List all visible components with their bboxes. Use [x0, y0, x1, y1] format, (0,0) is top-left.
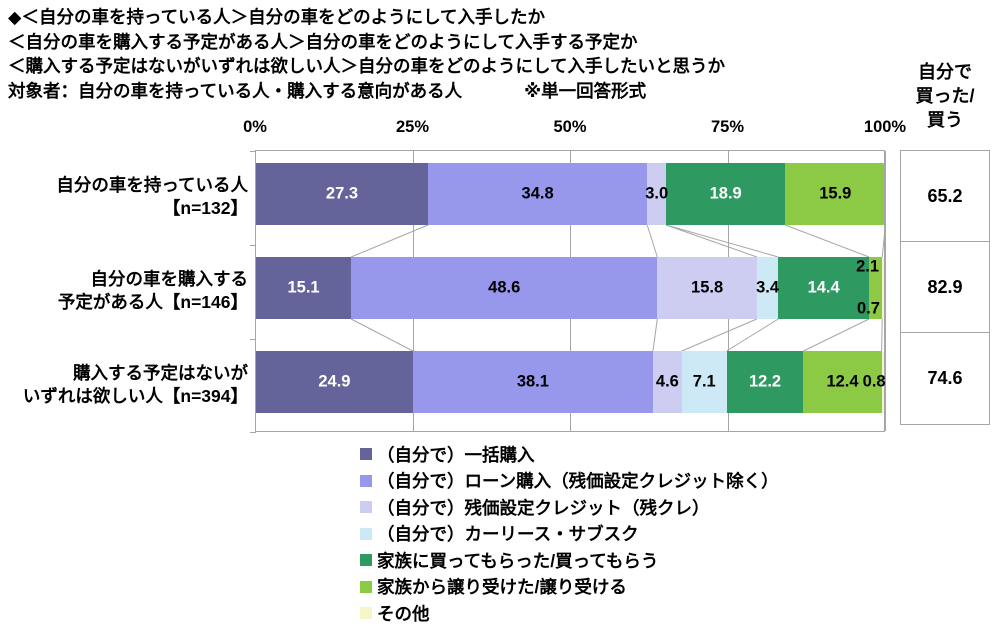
- legend-swatch-icon: [360, 501, 372, 514]
- row-label-line: 【n=132】: [162, 198, 248, 218]
- legend-swatch-icon: [360, 607, 372, 620]
- legend-item-car-lease: （自分で）カーリース・サブスク: [360, 521, 779, 548]
- self-bought-header-line-3: 買う: [927, 110, 963, 130]
- x-axis-tick-50: 50%: [553, 118, 587, 136]
- segment-value-label: 38.1: [516, 372, 549, 391]
- bar-segment: [351, 257, 658, 319]
- legend-item-lump-sum: （自分で）一括購入: [360, 441, 779, 468]
- row-label-line: 購入する予定はないが: [73, 363, 248, 383]
- title-line-3: ＜購入する予定はないがいずれは欲しい人＞自分の車をどのようにして入手したいと思う…: [8, 56, 725, 77]
- legend-label: （自分で）残価設定クレジット（残クレ）: [377, 497, 710, 518]
- bar-segment: [657, 257, 757, 319]
- legend-label: 家族から譲り受けた/譲り受ける: [377, 577, 627, 598]
- self-bought-header-line-1: 自分で: [918, 62, 972, 82]
- legend-item-family-bought: 家族に買ってもらった/買ってもらう: [360, 547, 779, 574]
- target-line: 対象者：自分の車を持っている人・購入する意向がある人 ※単一回答形式: [8, 79, 888, 104]
- legend-swatch-icon: [360, 474, 372, 487]
- row-label-own-car: 自分の車を持っている人 【n=132】: [0, 174, 248, 220]
- legend-item-family-handed-down: 家族から譲り受けた/譲り受ける: [360, 574, 779, 601]
- answer-format-note: ※単一回答形式: [524, 80, 647, 101]
- segment-value-label: 24.9: [318, 372, 351, 391]
- chart-header: ◆＜自分の車を持っている人＞自分の車をどのようにして入手したか ＜自分の車を購入…: [8, 5, 888, 103]
- legend-item-residual-credit: （自分で）残価設定クレジット（残クレ）: [360, 494, 779, 521]
- bar-segment: [666, 163, 786, 225]
- bar-segment: [778, 257, 869, 319]
- legend-label: （自分で）カーリース・サブスク: [377, 524, 639, 545]
- self-bought-column-header: 自分で 買った/ 買う: [898, 60, 992, 132]
- bar-segment: [785, 163, 884, 225]
- segment-value-label: 4.6: [655, 372, 679, 391]
- bar-segment: [652, 351, 682, 413]
- legend-item-loan: （自分で）ローン購入（残価設定クレジット除く）: [360, 468, 779, 495]
- legend-label: （自分で）一括購入: [377, 444, 535, 465]
- bar-segment: [868, 257, 883, 319]
- row-label-line: 予定がある人【n=146】: [57, 292, 248, 312]
- bar-segment: [882, 257, 884, 319]
- x-axis-tick-75: 75%: [710, 118, 745, 136]
- segment-value-label: 15.1: [287, 278, 320, 297]
- target-text: 対象者：自分の車を持っている人・購入する意向がある人: [8, 80, 463, 101]
- bar-segment: [412, 351, 653, 413]
- legend-label: 家族に買ってもらった/買ってもらう: [377, 550, 659, 571]
- category-tick: [250, 151, 256, 152]
- x-axis-tick-0: 0%: [243, 118, 267, 136]
- bar-segment: [256, 163, 428, 225]
- segment-value-label: 2.1: [856, 257, 880, 276]
- segment-value-label: 3.4: [756, 278, 780, 297]
- segment-value-label: 0.8: [862, 372, 886, 391]
- legend: （自分で）一括購入 （自分で）ローン購入（残価設定クレジット除く） （自分で）残…: [360, 441, 779, 627]
- self-bought-value-row2: 82.9: [901, 242, 989, 333]
- legend-swatch-icon: [360, 580, 372, 593]
- bar-segment: [756, 257, 779, 319]
- x-axis-tick-100: 100%: [863, 118, 907, 136]
- segment-value-label: 15.8: [691, 278, 724, 297]
- bar-segment: [881, 351, 884, 413]
- title-line-1: ◆＜自分の車を持っている人＞自分の車をどのようにして入手したか: [8, 7, 546, 27]
- segment-value-label: 15.9: [819, 184, 852, 203]
- stacked-bar-row-1: [256, 163, 884, 225]
- self-bought-table: 65.2 82.9 74.6: [900, 150, 990, 425]
- segment-value-label: 3.0: [645, 184, 669, 203]
- row-label-plan-to-buy: 自分の車を購入する 予定がある人【n=146】: [0, 268, 248, 314]
- bar-segment: [256, 257, 352, 319]
- segment-value-label: 14.4: [807, 278, 840, 297]
- category-tick: [250, 245, 256, 246]
- legend-swatch-icon: [360, 448, 372, 461]
- bar-segment: [427, 163, 648, 225]
- bar-segment: [681, 351, 727, 413]
- row-label-want-someday: 購入する予定はないが いずれは欲しい人【n=394】: [0, 362, 248, 408]
- segment-value-label: 27.3: [325, 184, 359, 203]
- row-label-line: 自分の車を購入する: [90, 269, 249, 289]
- legend-item-other: その他: [360, 600, 779, 627]
- row-label-line: 自分の車を持っている人: [56, 175, 248, 195]
- bar-segment: [256, 351, 413, 413]
- stacked-bar-row-3: [256, 351, 884, 413]
- title-line-2: ＜自分の車を購入する予定がある人＞自分の車をどのようにして入手する予定か: [8, 31, 638, 52]
- bar-segment: [803, 351, 882, 413]
- segment-value-label: 7.1: [692, 372, 716, 391]
- category-tick: [250, 432, 256, 433]
- row-label-line: いずれは欲しい人【n=394】: [22, 386, 248, 406]
- x-axis-tick-25: 25%: [395, 118, 430, 136]
- segment-value-label: 18.9: [709, 184, 742, 203]
- self-bought-value-row3: 74.6: [927, 368, 963, 388]
- self-bought-value-row1: 65.2: [901, 151, 989, 242]
- bar-segment: [647, 163, 667, 225]
- segment-value-label: 0.7: [856, 299, 880, 318]
- self-bought-header-line-2: 買った/: [915, 86, 975, 106]
- segment-value-label: 48.6: [488, 278, 521, 297]
- legend-label: その他: [377, 603, 430, 624]
- stacked-bar-row-2: [256, 257, 884, 319]
- legend-label: （自分で）ローン購入（残価設定クレジット除く）: [377, 471, 779, 492]
- category-tick: [250, 339, 256, 340]
- plot-area: 27.3 34.8 3.0 18.9 15.9 15.1 48.6 15.8 3.4 14.4 2.…: [250, 150, 886, 433]
- bar-segment: [726, 351, 804, 413]
- segment-value-label: 12.2: [748, 372, 782, 391]
- segment-value-label: 12.4: [826, 372, 859, 391]
- legend-swatch-icon: [360, 527, 372, 540]
- gridline-100: [885, 151, 886, 431]
- legend-swatch-icon: [360, 554, 372, 567]
- segment-value-label: 34.8: [521, 184, 554, 203]
